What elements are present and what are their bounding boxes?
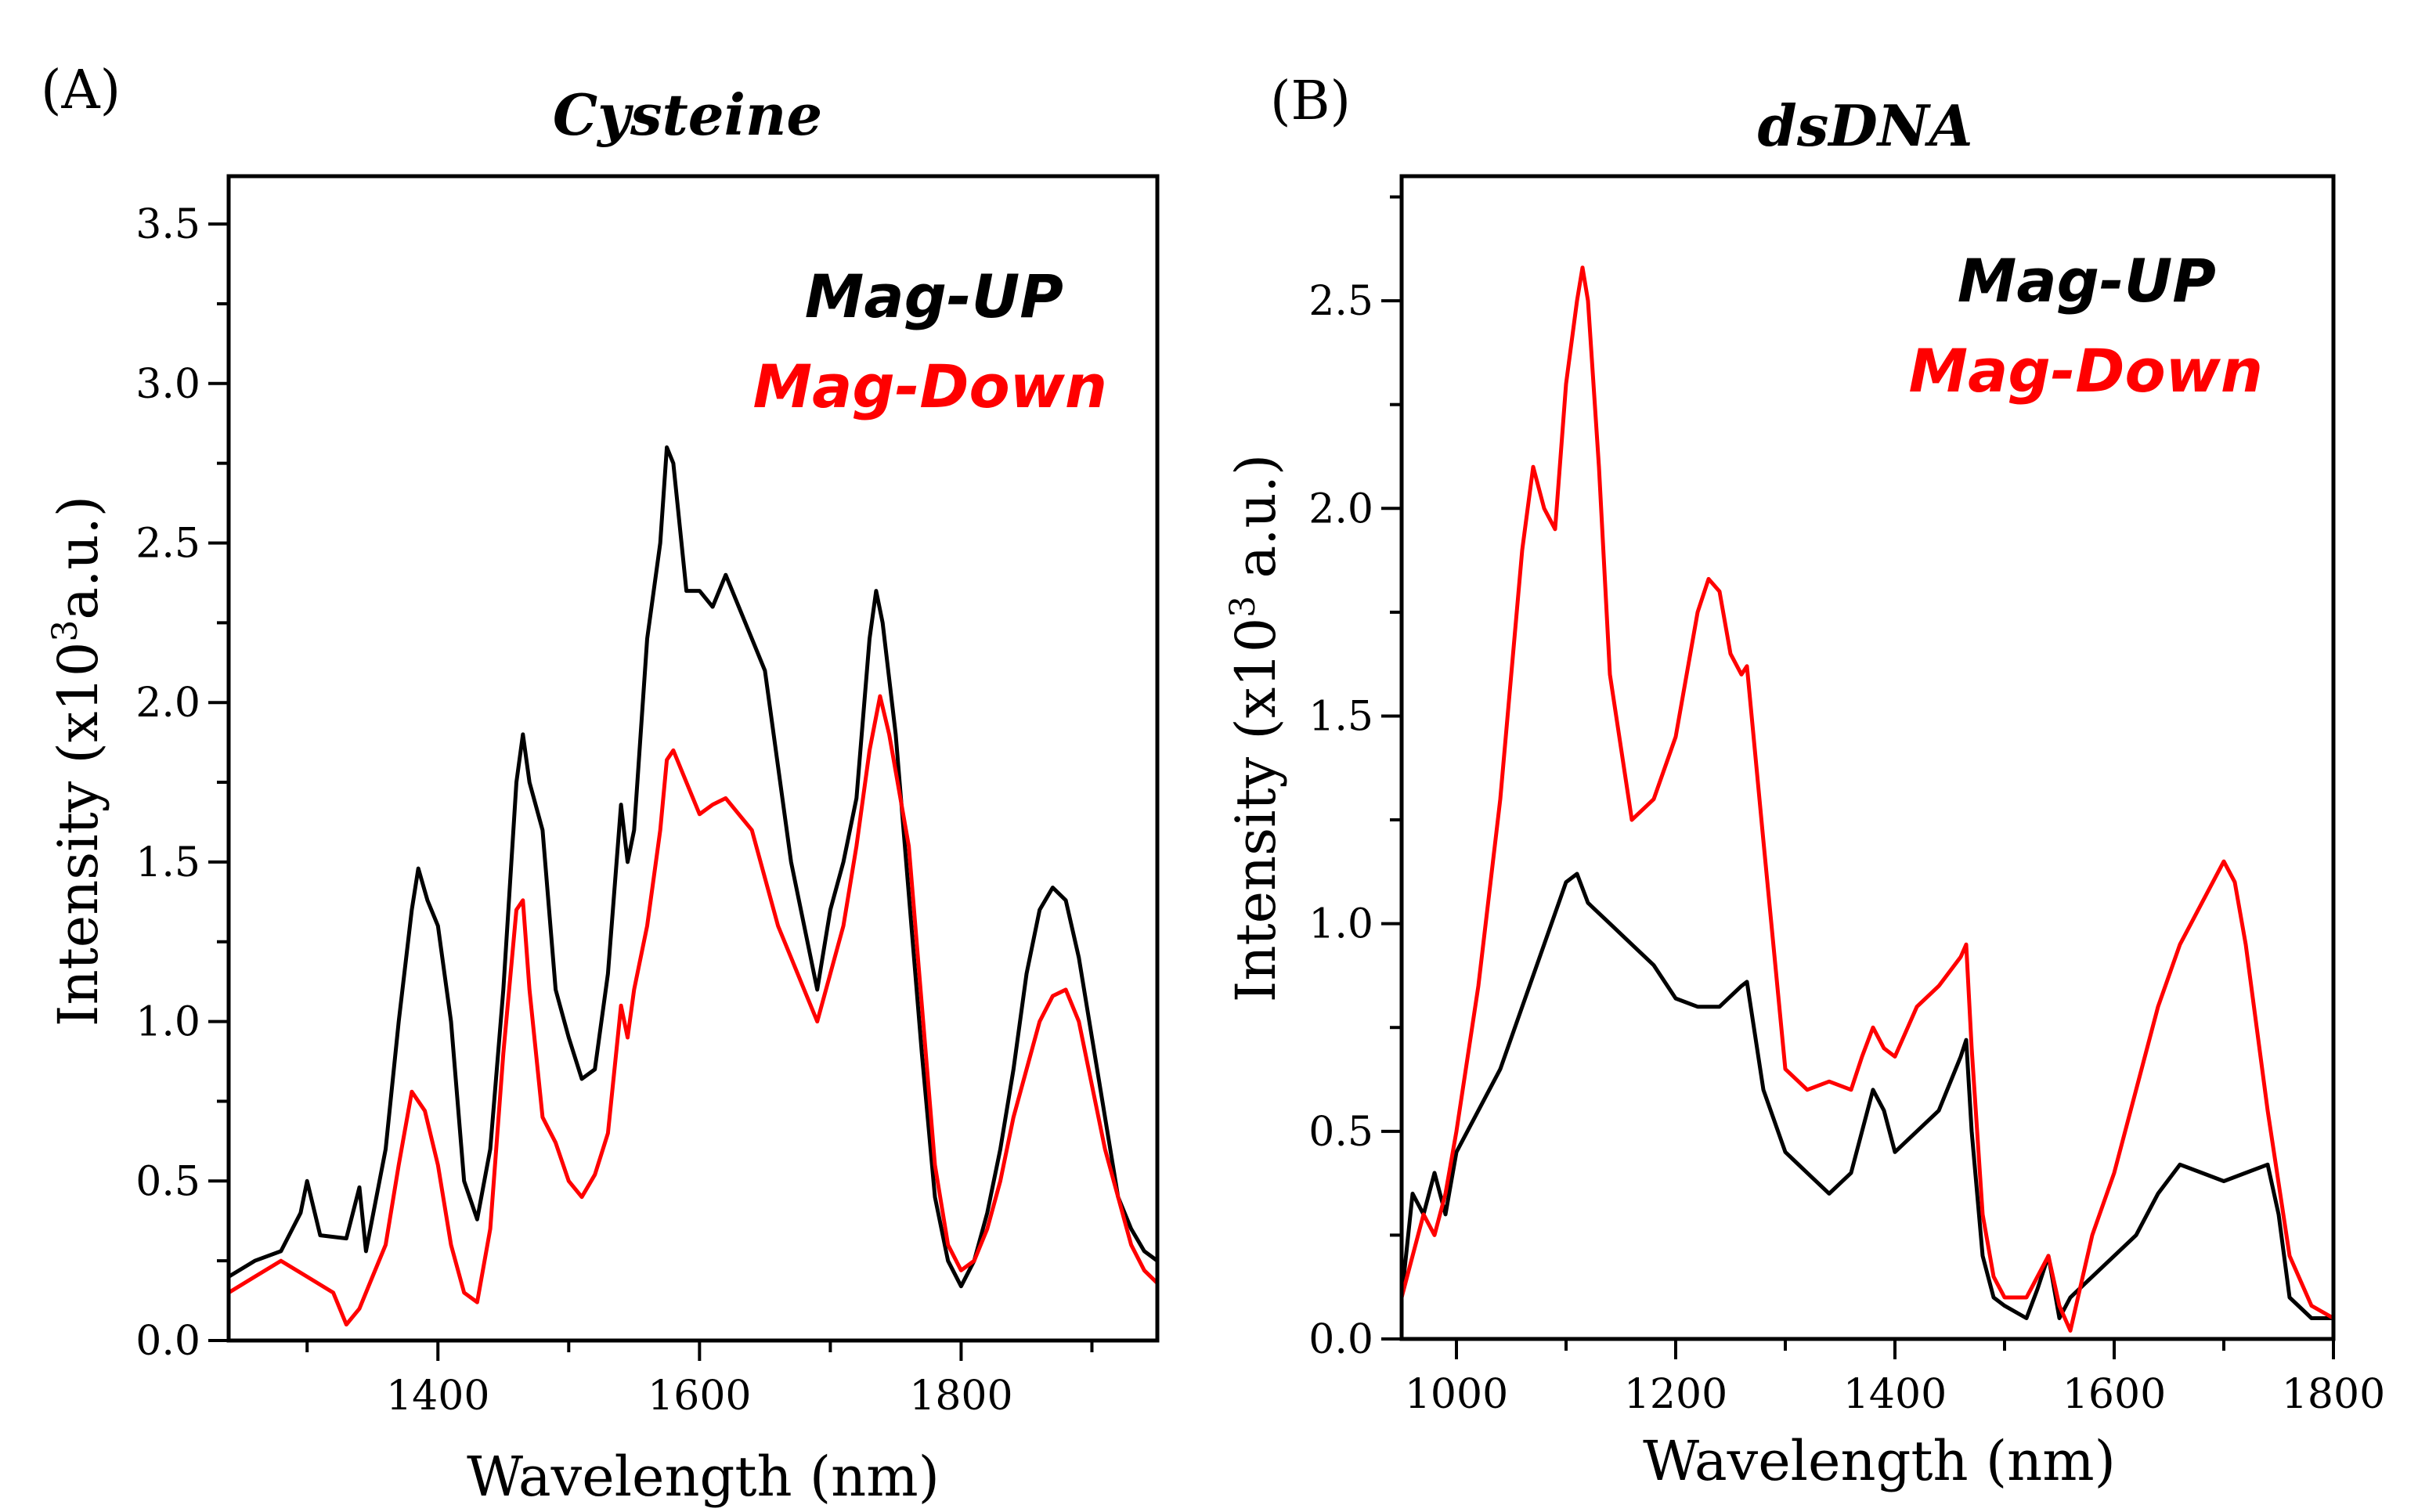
legend-mag-up-a: Mag-UP [805, 262, 1063, 331]
legend-mag-down-b: Mag-Down [1909, 336, 2263, 406]
plot-area-a: 1400 1600 1800 0.0 0.5 1.0 1.5 2.0 2.5 3.0 3.5 [135, 174, 1160, 1420]
y-axis-label-b-superscript: 3 [1223, 596, 1263, 618]
y-tick-label-a-0.5: 0.5 [135, 1158, 200, 1205]
plot-frame-b [1399, 174, 2336, 1341]
legend-mag-down-a: Mag-Down [753, 352, 1107, 421]
panel-b-dsdna: (B) dsDNA 1000 1200 1400 1600 18000.00.51.01… [1223, 70, 2385, 1493]
y-axis-label-a-superscript: 3 [45, 620, 85, 642]
y-tick-label-b-0.0: 0.0 [1308, 1316, 1373, 1363]
x-tick-label-b-1800: 1800 [2282, 1371, 2385, 1418]
y-tick-label-a-3.0: 3.0 [135, 361, 200, 408]
y-tick-label-a-0.0: 0.0 [135, 1318, 200, 1365]
y-tick-label-a-2.0: 2.0 [135, 680, 200, 727]
y-axis-label-b: Intensity (x103 a.u.) [1223, 454, 1288, 1002]
y-tick-label-a-3.5: 3.5 [135, 201, 200, 248]
x-tick-label-a-1400: 1400 [386, 1373, 489, 1420]
y-tick-label-a-1.0: 1.0 [135, 999, 200, 1046]
y-tick-label-a-2.5: 2.5 [135, 521, 200, 568]
x-tick-label-b-1600: 1600 [2063, 1371, 2166, 1418]
y-tick-label-b-2.5: 2.5 [1308, 278, 1373, 325]
x-tick-label-a-1600: 1600 [648, 1373, 751, 1420]
y-axis-label-b-tail: a.u.) [1224, 454, 1288, 596]
x-axis-label-b: Wavelength (nm) [1643, 1429, 2116, 1493]
y-tick-label-b-1.5: 1.5 [1308, 693, 1373, 740]
y-axis-label-a-main: Intensity (x10 [46, 642, 110, 1027]
plot-area-b: 1000 1200 1400 1600 1800 0.0 0.5 1.0 1.5 2.0 2.5 [1308, 174, 2385, 1418]
x-tick-label-b-1400: 1400 [1843, 1371, 1947, 1418]
chart-title-a: Cysteine [553, 81, 822, 148]
chart-title-b: dsDNA [1758, 92, 1973, 159]
legend-mag-up-b: Mag-UP [1958, 246, 2216, 316]
x-tick-label-b-1000: 1000 [1405, 1371, 1508, 1418]
y-tick-label-a-1.5: 1.5 [135, 839, 200, 886]
series-line-b-mag-up [1399, 871, 2333, 1320]
series-line-b-mag-down [1399, 265, 2335, 1333]
panel-a-cysteine: (A) Cysteine 1400 1600 1800 0.0 0.5 1.0 1.5 2.0… [41, 60, 1160, 1509]
y-axis-label-b-main: Intensity (x10 [1224, 618, 1288, 1002]
series-line-a-mag-down [227, 694, 1159, 1327]
x-axis-label-a: Wavelength (nm) [467, 1445, 940, 1509]
y-tick-label-b-1.0: 1.0 [1308, 901, 1373, 948]
panel-label-b: (B) [1270, 70, 1351, 132]
x-tick-label-a-1800: 1800 [909, 1373, 1012, 1420]
y-axis-label-a: Intensity (x103a.u.) [45, 496, 110, 1027]
y-tick-label-b-0.5: 0.5 [1308, 1109, 1373, 1156]
y-axis-label-a-tail: a.u.) [46, 496, 110, 620]
x-tick-label-b-1200: 1200 [1624, 1371, 1727, 1418]
panel-label-a: (A) [41, 60, 121, 121]
plot-frame-a [226, 174, 1160, 1343]
y-tick-label-b-2.0: 2.0 [1308, 485, 1373, 532]
series-line-a-mag-up [227, 445, 1159, 1289]
